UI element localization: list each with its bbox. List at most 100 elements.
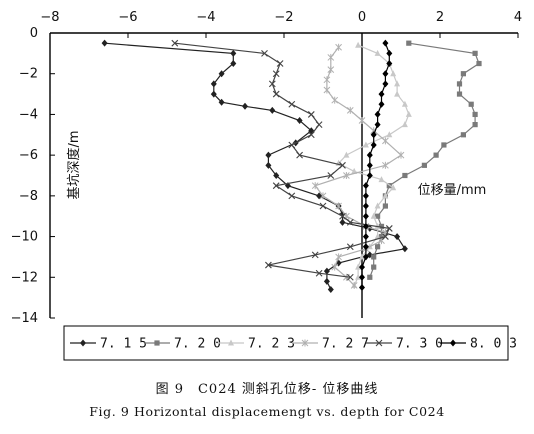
data-point xyxy=(315,269,323,277)
data-point xyxy=(331,96,339,104)
data-point xyxy=(358,117,366,125)
data-point xyxy=(359,253,365,260)
data-point xyxy=(307,131,315,139)
data-point xyxy=(323,86,331,94)
x-tick-label: −4 xyxy=(196,10,215,25)
data-point xyxy=(378,233,385,240)
data-point xyxy=(472,50,478,56)
data-point xyxy=(371,254,377,260)
data-point xyxy=(355,263,362,270)
data-point xyxy=(378,176,385,183)
data-point xyxy=(366,151,373,159)
x-tick-label: −6 xyxy=(118,10,137,25)
data-point xyxy=(472,122,478,128)
data-point xyxy=(362,233,369,241)
data-point xyxy=(460,132,466,138)
data-point xyxy=(327,66,335,74)
figure-caption-en: Fig. 9 Horizontal displacemengt vs. dept… xyxy=(89,404,445,419)
legend-label: 7. 1 5 xyxy=(100,337,147,352)
data-point xyxy=(370,141,377,149)
data-point xyxy=(433,152,439,158)
y-tick-label: −10 xyxy=(11,230,38,245)
data-point xyxy=(230,60,237,68)
data-point xyxy=(327,172,335,179)
data-point xyxy=(265,161,272,169)
data-point xyxy=(323,267,330,275)
data-point xyxy=(382,192,389,199)
data-point xyxy=(339,212,346,220)
x-tick-label: 0 xyxy=(358,10,366,25)
data-point xyxy=(374,202,381,209)
data-point xyxy=(367,274,373,280)
data-point xyxy=(272,182,280,190)
data-point xyxy=(386,131,393,138)
legend-item: 7. 2 3 xyxy=(218,337,295,352)
data-point xyxy=(101,39,108,47)
legend-box xyxy=(63,325,509,361)
legend-label: 7. 2 0 xyxy=(174,337,221,352)
data-point xyxy=(339,218,346,226)
data-point xyxy=(382,137,389,145)
data-point xyxy=(273,172,280,179)
data-point xyxy=(441,142,447,148)
data-point xyxy=(366,161,373,169)
x-tick-label: 2 xyxy=(436,10,444,25)
data-point xyxy=(327,286,334,293)
data-point xyxy=(375,244,381,250)
legend-label: 7. 3 0 xyxy=(396,337,443,352)
x-axis-label: 位移量/mm xyxy=(418,183,487,198)
data-point xyxy=(382,39,389,47)
chart-series xyxy=(101,39,482,293)
y-axis-label: 基坑深度/m xyxy=(66,130,82,199)
series-7-20 xyxy=(367,40,482,280)
legend-label: 7. 2 7 xyxy=(322,337,369,352)
data-point xyxy=(390,184,397,191)
chart-axes: −8 −6 −4 −2 0 2 4 0 −2 −4 −6 −8 −10 −12 −14 xyxy=(11,10,523,326)
x-tick-label: −2 xyxy=(274,10,293,25)
data-point xyxy=(218,70,225,78)
data-point xyxy=(394,90,401,97)
legend-swatch-marker xyxy=(228,339,234,346)
data-point xyxy=(331,263,339,271)
data-point xyxy=(355,273,362,280)
y-tick-label: −8 xyxy=(19,189,38,204)
data-point xyxy=(402,172,408,179)
x-tick-label: 4 xyxy=(514,10,522,25)
data-point xyxy=(366,172,373,179)
data-point xyxy=(323,277,330,285)
data-point xyxy=(261,49,268,57)
data-point xyxy=(272,90,280,98)
data-point xyxy=(218,98,225,106)
data-point xyxy=(378,90,385,98)
data-point xyxy=(230,49,237,57)
data-point xyxy=(343,172,350,179)
legend-swatch-marker xyxy=(301,339,309,347)
data-point xyxy=(382,70,389,78)
data-point xyxy=(359,283,365,291)
data-point xyxy=(374,49,381,56)
legend-swatch-marker xyxy=(375,339,383,347)
data-point xyxy=(401,245,408,253)
data-point xyxy=(362,212,369,220)
data-point xyxy=(319,202,327,210)
series-8-03 xyxy=(359,39,393,291)
y-tick-label: −12 xyxy=(11,270,38,285)
data-point xyxy=(210,90,217,98)
data-point xyxy=(288,100,296,108)
legend-label: 7. 2 3 xyxy=(248,337,295,352)
data-point xyxy=(362,222,369,230)
data-point xyxy=(386,49,393,57)
data-point xyxy=(335,43,342,51)
figure-caption-cn: 图 9 C024 测斜孔位移- 位移曲线 xyxy=(155,382,379,397)
data-point xyxy=(382,80,389,88)
data-point xyxy=(385,225,393,232)
data-point xyxy=(346,243,354,251)
data-point xyxy=(394,80,401,87)
data-point xyxy=(288,192,296,200)
data-point xyxy=(311,182,319,190)
y-tick-label: −14 xyxy=(11,311,38,326)
data-point xyxy=(350,281,358,289)
legend-swatch-marker xyxy=(80,339,86,347)
data-point xyxy=(362,202,369,210)
data-point xyxy=(362,141,369,148)
